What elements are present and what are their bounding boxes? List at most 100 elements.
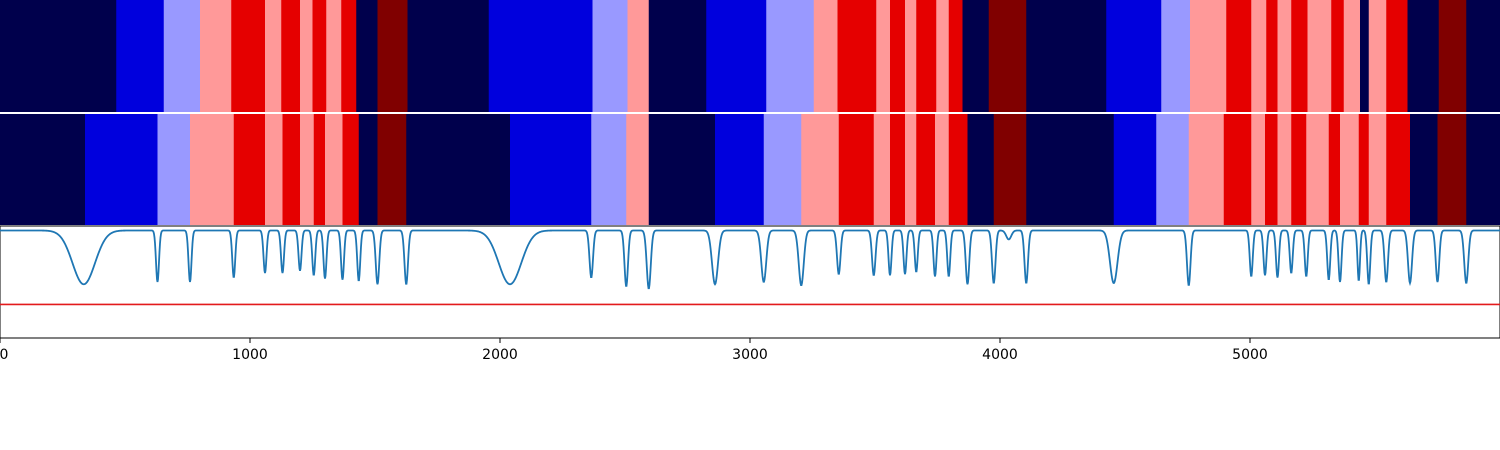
heatmap-cell — [0, 114, 86, 225]
heatmap-cell — [1306, 114, 1330, 225]
heatmap-cell — [935, 114, 950, 225]
heatmap-cell — [1156, 114, 1190, 225]
heatmap-cell — [116, 0, 165, 112]
heatmap-cell — [281, 0, 301, 112]
heatmap-cell — [1386, 0, 1409, 112]
heatmap-cell — [300, 0, 314, 112]
heatmap-cell — [342, 114, 360, 225]
heatmap-cell — [1386, 114, 1411, 225]
heatmap-cell — [763, 114, 802, 225]
heatmap-row-upper — [0, 0, 1500, 112]
series-line — [0, 229, 1500, 290]
x-tick: 1000 — [232, 338, 268, 363]
heatmap-cell — [200, 0, 232, 112]
heatmap-cell — [1190, 0, 1227, 112]
heatmap-cell — [1358, 114, 1370, 225]
heatmap-cell — [962, 0, 990, 112]
row-separator — [0, 112, 1500, 114]
heatmap-cell — [993, 114, 1027, 225]
heatmap-cell — [341, 0, 357, 112]
heatmap-cell — [265, 114, 284, 225]
heatmap-cell — [967, 114, 995, 225]
heatmap-cell — [1291, 0, 1309, 112]
heatmap-cell — [1226, 0, 1252, 112]
heatmap-cell — [1251, 0, 1267, 112]
heatmap-cell — [1343, 0, 1361, 112]
heatmap-cell — [905, 114, 917, 225]
heatmap-cell — [358, 114, 379, 225]
x-tick: 3000 — [732, 338, 768, 363]
heatmap-cell — [988, 0, 1027, 112]
heatmap-cell — [190, 114, 235, 225]
heatmap-cell — [312, 0, 327, 112]
heatmap-cell — [1277, 114, 1292, 225]
heatmap-cell — [163, 0, 201, 112]
heatmap-cell — [1368, 0, 1387, 112]
heatmap-cell — [1251, 114, 1266, 225]
heatmap-cell — [1026, 0, 1107, 112]
heatmap-cell — [326, 0, 342, 112]
heatmap-cell — [916, 0, 937, 112]
heatmap-cell — [1360, 0, 1370, 112]
heatmap-cell — [1277, 0, 1292, 112]
heatmap-cell — [837, 0, 877, 112]
heatmap-cell — [948, 114, 969, 225]
heatmap-cell — [1113, 114, 1157, 225]
heatmap-cell — [948, 0, 964, 112]
heatmap-cell — [592, 0, 629, 112]
x-tick: 2000 — [482, 338, 518, 363]
heatmap-cell — [377, 114, 407, 225]
line-panel — [0, 225, 1500, 339]
heatmap-cell — [813, 0, 839, 112]
heatmap-cell — [838, 114, 875, 225]
x-tick: 5000 — [1232, 338, 1268, 363]
heatmap-cell — [1340, 114, 1360, 225]
heatmap-row-lower — [0, 114, 1500, 225]
heatmap-cell — [715, 114, 765, 225]
heatmap-cell — [85, 114, 159, 225]
heatmap-cell — [0, 0, 117, 112]
x-tick-label: 5000 — [1232, 347, 1268, 363]
line-panel-frame — [0, 225, 1500, 339]
heatmap-cell — [890, 0, 906, 112]
heatmap-cell — [648, 0, 707, 112]
x-tick: 0 — [0, 338, 8, 363]
x-tick-label: 4000 — [982, 347, 1018, 363]
heatmap-cell — [1307, 0, 1332, 112]
heatmap-cell — [1106, 0, 1162, 112]
heatmap-cell — [377, 0, 409, 112]
heatmap-cell — [1265, 114, 1279, 225]
heatmap-cell — [510, 114, 592, 225]
heatmap-cell — [801, 114, 840, 225]
heatmap-cell — [626, 114, 650, 225]
heatmap-cell — [706, 0, 767, 112]
heatmap-cell — [873, 114, 891, 225]
heatmap-cell — [325, 114, 344, 225]
heatmap-cell — [1368, 114, 1387, 225]
heatmap-cell — [591, 114, 627, 225]
heatmap-cell — [1188, 114, 1225, 225]
heatmap-cell — [406, 114, 511, 225]
heatmap-cell — [233, 114, 266, 225]
x-tick-label: 3000 — [732, 347, 768, 363]
heatmap-cell — [1266, 0, 1279, 112]
heatmap-cell — [157, 114, 191, 225]
heatmap-cell — [300, 114, 315, 225]
heatmap-cell — [1291, 114, 1307, 225]
x-tick-label: 1000 — [232, 347, 268, 363]
heatmap-cell — [916, 114, 936, 225]
heatmap-cell — [627, 0, 650, 112]
heatmap-cell — [1437, 114, 1467, 225]
heatmap-cell — [1331, 0, 1345, 112]
heatmap-cell — [1026, 114, 1115, 225]
heatmap-cell — [936, 0, 950, 112]
heatmap-cell — [1407, 0, 1440, 112]
heatmap-cell — [1223, 114, 1252, 225]
heatmap-cell — [231, 0, 266, 112]
heatmap-cell — [407, 0, 490, 112]
heatmap-cell — [1410, 114, 1439, 225]
heatmap-cell — [876, 0, 891, 112]
x-tick-label: 0 — [0, 347, 8, 363]
heatmap-cell — [1466, 114, 1500, 225]
